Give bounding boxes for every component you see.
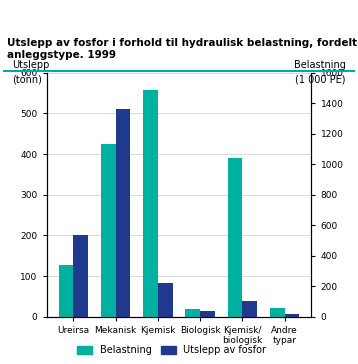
Bar (242, 301, 257, 317)
Legend: Belastning, Utslepp av fosfor: Belastning, Utslepp av fosfor (73, 341, 270, 359)
Bar (185, 309, 200, 317)
Bar (270, 308, 285, 317)
Bar (116, 109, 130, 317)
Text: Utslepp: Utslepp (12, 60, 49, 70)
Bar (200, 311, 215, 317)
Bar (228, 158, 242, 317)
Text: (tonn): (tonn) (12, 75, 42, 85)
Bar (285, 314, 299, 317)
Text: (1 000 PE): (1 000 PE) (295, 75, 346, 85)
Bar (143, 90, 158, 317)
Bar (101, 145, 116, 317)
Bar (158, 283, 173, 317)
Bar (59, 265, 73, 317)
Text: Belastning: Belastning (294, 60, 346, 70)
Bar (73, 236, 88, 317)
Text: Utslepp av fosfor i forhold til hydraulisk belastning, fordelt på
anleggstype. 1: Utslepp av fosfor i forhold til hydrauli… (7, 36, 358, 60)
